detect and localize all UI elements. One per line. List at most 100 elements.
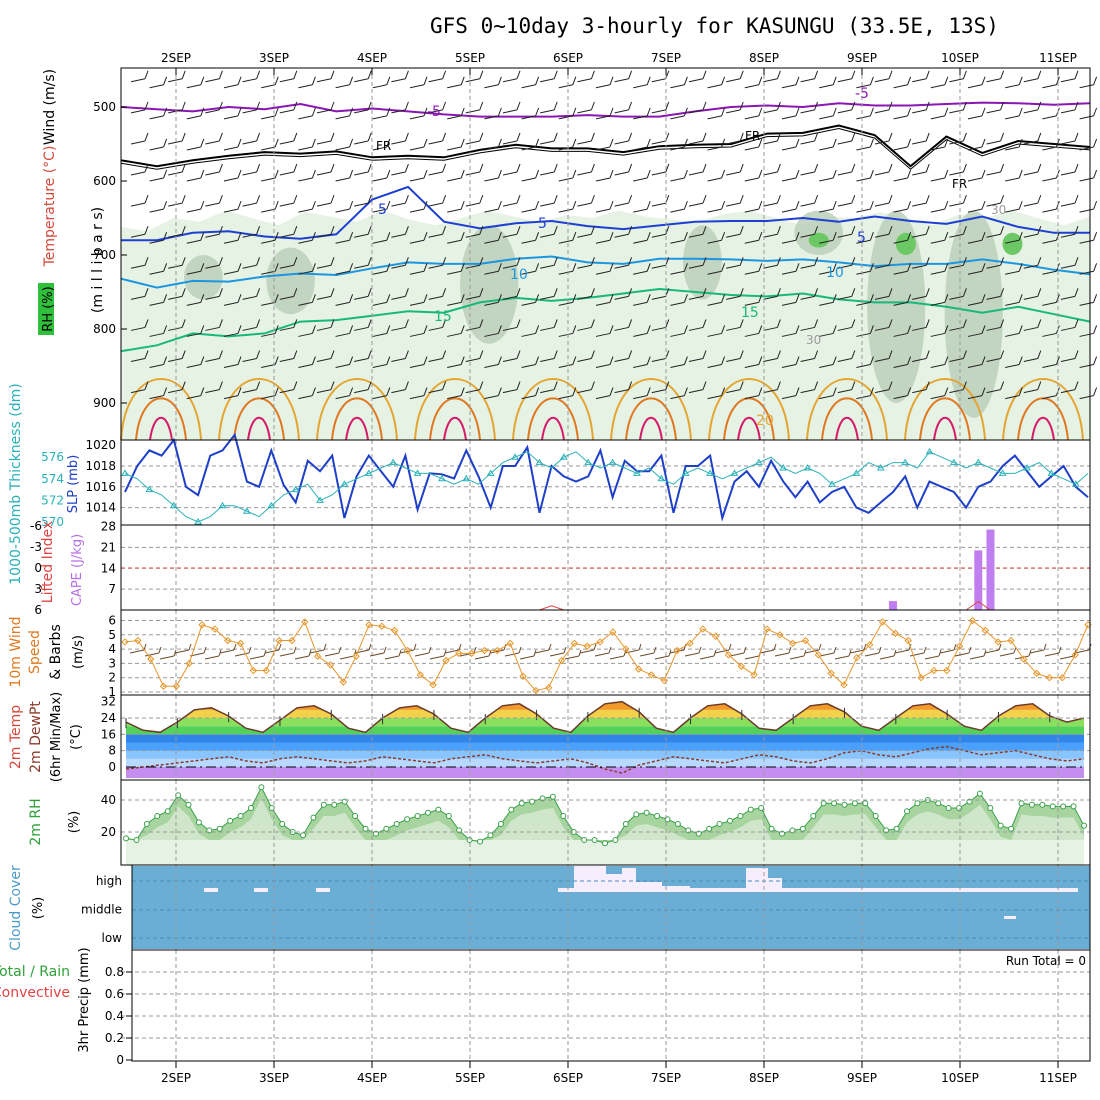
wind-barb	[726, 70, 744, 83]
wind-barb	[856, 325, 874, 337]
rh-marker	[841, 801, 848, 808]
surface-wind-barb	[909, 646, 927, 657]
surface-wind-barb	[234, 646, 252, 657]
wind-barb	[633, 263, 651, 275]
wind-barb	[168, 226, 186, 238]
wind-barb	[223, 138, 242, 151]
cape-tick-label: 21	[101, 540, 116, 554]
wind-barb	[261, 325, 279, 337]
surface-wind-barb	[864, 646, 882, 657]
wind-barb	[912, 350, 930, 363]
surface-wind-barb	[279, 646, 297, 657]
wind-barb	[912, 163, 930, 176]
wind-speed-marker	[686, 639, 694, 648]
wind-barb	[930, 263, 949, 275]
wind-barb	[168, 70, 186, 83]
chart-title: GFS 0~10day 3-hourly for KASUNGU (33.5E,…	[430, 14, 999, 38]
wind-barb	[428, 132, 447, 145]
isotherm-25	[429, 397, 481, 441]
wind-barb	[595, 200, 614, 213]
wind-barb	[744, 138, 763, 151]
wind-barb	[540, 226, 558, 238]
wind-barb	[781, 325, 800, 337]
isotherm-15	[120, 287, 1091, 353]
rh-marker	[247, 805, 254, 811]
thickness-marker	[974, 458, 983, 466]
isotherm-30	[443, 417, 467, 441]
wind-barb	[744, 325, 763, 337]
wind-barb	[447, 76, 465, 89]
wind-barb	[223, 232, 242, 244]
thickness-marker	[1023, 464, 1031, 471]
isotherm-30	[541, 417, 565, 441]
thickness-marker	[145, 485, 154, 493]
wind-barb	[223, 200, 242, 213]
surface-wind-barb	[369, 646, 387, 657]
rh-marker	[935, 800, 942, 807]
wind-barb	[967, 356, 986, 369]
wind-barb	[168, 381, 186, 394]
wind-barb	[391, 319, 409, 331]
high-cloud-block	[746, 868, 768, 892]
rh-marker	[956, 805, 963, 811]
wind-barb	[558, 76, 577, 89]
wind-barb	[819, 200, 837, 213]
wind-barb	[261, 387, 279, 400]
wind-barb	[540, 288, 558, 300]
wind-barb	[800, 132, 819, 145]
wind-barb	[279, 101, 298, 114]
wind-barb	[1005, 169, 1023, 182]
wind-speed-marker	[339, 678, 347, 686]
wind-barb	[837, 226, 856, 238]
isotherm-25	[331, 397, 383, 441]
wind-barb	[1079, 138, 1098, 151]
high-cloud-block	[574, 866, 606, 892]
wind-barb	[409, 200, 428, 213]
thickness-marker	[121, 469, 129, 476]
wind-barb	[447, 356, 465, 369]
wind-speed-marker	[994, 638, 1002, 646]
wind-barb	[707, 138, 726, 151]
wind-speed-marker	[634, 665, 643, 673]
isotherm-30	[737, 417, 761, 441]
wind-barb	[242, 381, 261, 394]
wind-barb	[967, 387, 986, 400]
high-cloud-block	[690, 888, 746, 892]
wind-barb	[912, 194, 930, 207]
wind-barb	[633, 232, 651, 244]
wind-barb	[465, 257, 484, 269]
rh-marker	[716, 821, 723, 827]
wind-barb	[484, 232, 502, 244]
wind-barb	[1005, 263, 1023, 275]
wind-barb	[800, 70, 819, 83]
contour-label-30: 30	[806, 333, 821, 347]
thickness-marker	[608, 458, 617, 466]
wind-barb	[298, 76, 316, 89]
rh-area-dark	[460, 225, 519, 344]
wind-barb	[316, 288, 335, 300]
wind-barb	[893, 325, 912, 337]
run-total-annotation: Run Total = 0	[1006, 954, 1086, 968]
wind-barb	[1005, 107, 1023, 120]
wind-barb	[298, 294, 316, 306]
wind-barb	[409, 356, 428, 369]
wind-barb	[484, 325, 502, 337]
high-cloud-block	[662, 886, 690, 892]
wind-barb	[354, 70, 372, 83]
wind-barb	[242, 257, 261, 269]
wind-barb	[949, 288, 967, 300]
wind-barb	[1023, 194, 1042, 207]
wind-barb	[372, 294, 391, 306]
wind-barb	[819, 107, 837, 120]
rh-marker	[706, 825, 713, 832]
wind-barb	[837, 350, 856, 363]
top-date-label: 7SEP	[651, 51, 681, 65]
wind-barb	[428, 257, 447, 269]
wind-speed-marker	[198, 621, 206, 629]
wind-barb	[707, 356, 726, 369]
isotherm-25	[919, 397, 971, 441]
wind-barb	[986, 319, 1005, 331]
precip-total-rain-label: Total / Rain	[0, 964, 70, 980]
wind-barb	[781, 107, 800, 120]
rh-2m-axis-label: 2m RH	[28, 798, 44, 845]
